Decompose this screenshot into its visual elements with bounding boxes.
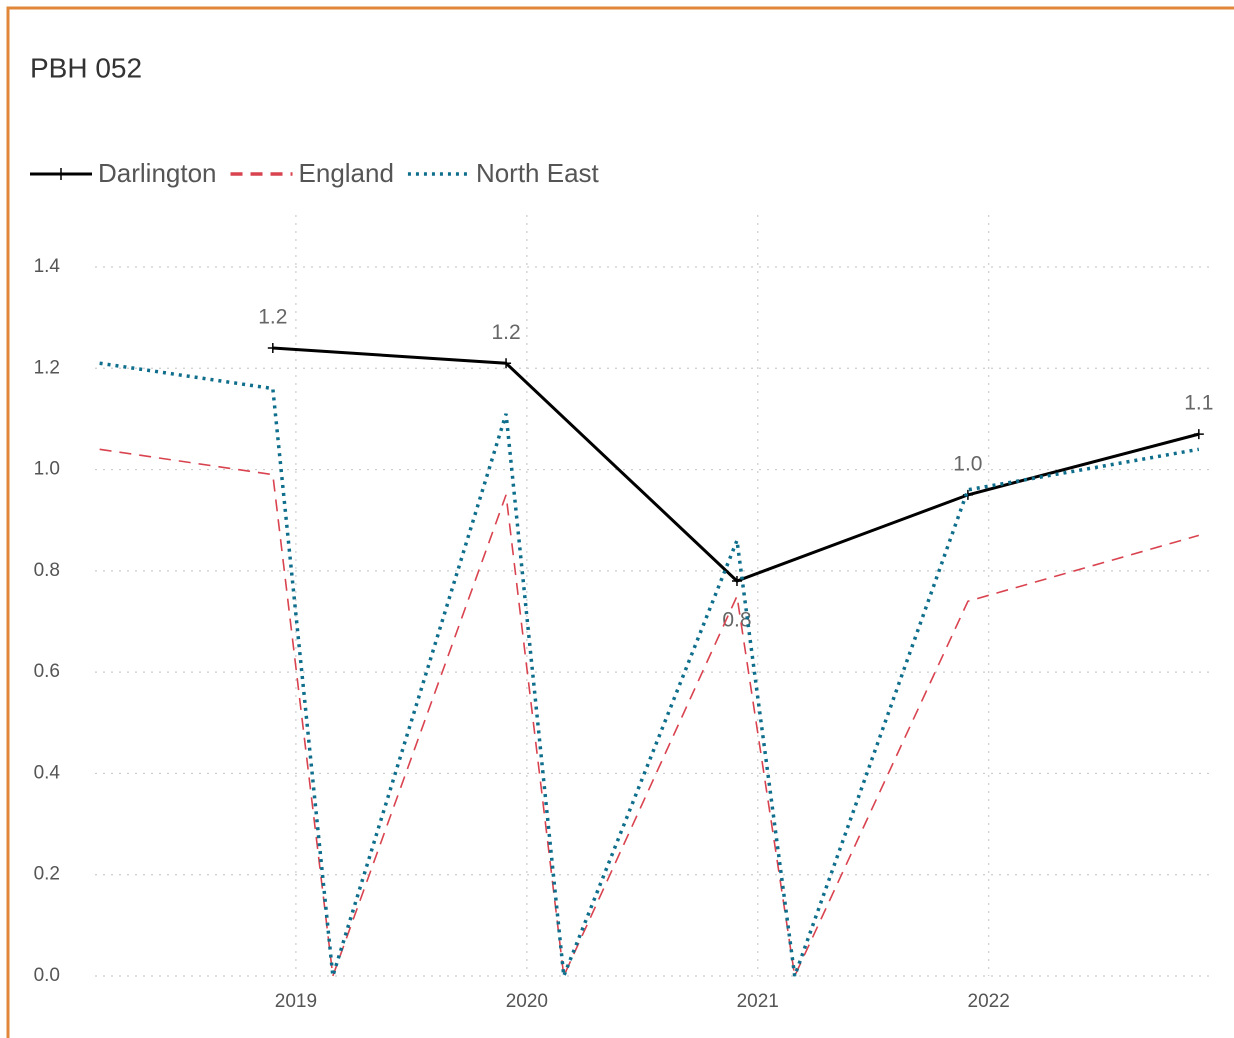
frame — [6, 6, 1234, 1038]
line — [272, 346, 1200, 583]
legend-label: England — [299, 158, 394, 188]
data-label: 1.1 — [1184, 392, 1213, 415]
line — [99, 448, 1200, 979]
y-tick-label: 1.0 — [34, 459, 60, 480]
data-label: 1.2 — [258, 306, 287, 329]
legend-label: Darlington — [98, 158, 217, 188]
marker — [501, 358, 512, 369]
marker — [1193, 429, 1204, 440]
x-tick-label: 2021 — [737, 991, 779, 1012]
y-tick-label: 1.2 — [34, 357, 60, 378]
y-tick-label: 0.6 — [34, 661, 60, 682]
data-label: 1.0 — [953, 452, 982, 475]
x-tick-label: 2019 — [275, 991, 317, 1012]
y-tick-label: 0.4 — [34, 762, 61, 783]
marker — [267, 343, 278, 354]
x-tick-label: 2022 — [968, 991, 1010, 1012]
data-label: 0.8 — [722, 609, 751, 632]
y-tick-label: 0.2 — [34, 864, 60, 885]
marker — [731, 575, 742, 586]
chart-title: PBH 052 — [30, 52, 142, 83]
line — [99, 361, 1200, 977]
y-tick-label: 1.4 — [34, 256, 61, 277]
y-tick-label: 0.0 — [34, 965, 60, 986]
y-tick-label: 0.8 — [34, 560, 60, 581]
legend-label: North East — [476, 158, 600, 188]
data-label: 1.2 — [491, 321, 520, 344]
x-tick-label: 2020 — [506, 991, 548, 1012]
